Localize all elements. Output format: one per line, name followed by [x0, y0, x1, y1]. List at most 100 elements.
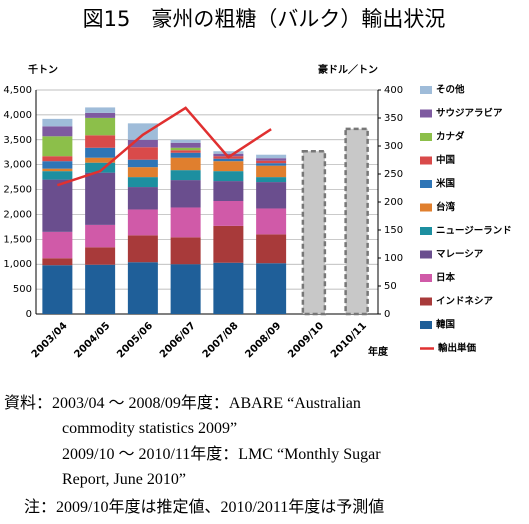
bar-segment: [256, 163, 287, 166]
bar-segment: [256, 208, 287, 235]
bar-segment: [213, 201, 244, 226]
bar-segment: [170, 150, 201, 153]
bar-segment: [85, 135, 116, 148]
bar-segment: [256, 158, 287, 161]
bar-segment: [85, 247, 116, 265]
bar-segment: [42, 156, 73, 162]
bar-segment: [42, 258, 73, 266]
bar-segment: [213, 153, 244, 157]
y-tick-label: 0: [26, 309, 32, 320]
y-tick-label: 2,500: [3, 185, 32, 196]
bar-segment: [170, 147, 201, 151]
legend-label: 日本: [436, 272, 456, 284]
bar-segment: [213, 225, 244, 263]
y-tick-label: 500: [13, 284, 32, 295]
line: [56, 106, 272, 187]
y2-tick-label: 250: [384, 169, 403, 180]
bar-segment: [170, 180, 201, 208]
bar-segment: [127, 139, 158, 148]
y-axis-label: 千トン: [28, 63, 58, 76]
y2-tick-label: 400: [384, 85, 403, 96]
y2-tick-label: 0: [384, 309, 390, 320]
legend-label: ニュージーランド: [436, 226, 512, 237]
x-tick-label: 2003/04: [30, 320, 70, 360]
bar-segment: [127, 235, 158, 263]
y-tick-label: 2,000: [3, 209, 32, 220]
legend-label: 輸出単価: [438, 342, 477, 354]
bar-segment: [127, 159, 158, 168]
x-tick-label: 2006/07: [158, 320, 198, 360]
chart-title: 図15 豪州の粗糖（バルク）輸出状況: [83, 7, 446, 31]
note: 注：2009/10年度は推定値、2010/2011年度は予測値: [24, 498, 384, 516]
y-tick-label: 4,500: [3, 85, 32, 96]
bar-segment: [42, 171, 73, 180]
bar-segment: [213, 171, 244, 182]
bar-segment: [127, 187, 158, 210]
bar-segment: [85, 117, 116, 136]
bar-segment: [42, 136, 73, 157]
forecast-bar: [301, 149, 327, 316]
y-tick-label: 1,000: [3, 259, 32, 270]
bar-segment: [213, 181, 244, 202]
y2-axis-label: 豪ドル／トン: [318, 63, 378, 76]
bar-segment: [256, 154, 287, 159]
legend-label: カナダ: [436, 131, 465, 143]
bar-segment: [85, 107, 116, 113]
legend-label: 米国: [435, 178, 455, 190]
bar-segment: [213, 161, 244, 172]
x-tick-label: 2004/05: [72, 320, 112, 360]
legend-swatch: [420, 133, 432, 141]
bar-segment: [170, 237, 201, 265]
legend-swatch: [420, 321, 432, 329]
bar-segment: [256, 160, 287, 164]
bar-segment: [42, 179, 73, 232]
bar-segment: [170, 170, 201, 181]
forecast-bar: [344, 127, 369, 316]
note: 資料：2003/04 ～ 2008/09年度：ABARE “Australian: [4, 394, 361, 412]
legend-label: 台湾: [436, 201, 456, 213]
bar-segment: [256, 182, 287, 209]
x-tick-label: 2007/08: [201, 320, 241, 360]
bar-segment: [85, 162, 116, 173]
bar-segment: [85, 264, 116, 314]
legend-label: その他: [436, 84, 465, 96]
bar-segment: [170, 142, 201, 148]
x-axis-label: 年度: [368, 345, 389, 358]
x-tick-label: 2009/10: [286, 320, 326, 360]
legend-swatch: [420, 86, 432, 94]
bar-segment: [85, 172, 116, 225]
bar-segment: [127, 167, 158, 178]
bar-segment: [170, 152, 201, 158]
bar-segment: [170, 264, 201, 314]
x-tick-label: 2008/09: [243, 320, 283, 360]
bar-segment: [85, 224, 116, 248]
bar-segment: [213, 262, 244, 314]
bar-segment: [127, 123, 158, 140]
bar-segment: [213, 151, 244, 154]
legend-swatch: [420, 227, 432, 235]
bar-segment: [42, 126, 73, 137]
bar-segment: [127, 177, 158, 188]
y-tick-label: 3,000: [3, 160, 32, 171]
y-tick-label: 1,500: [3, 234, 32, 245]
legend-swatch: [420, 156, 432, 165]
bar-segment: [42, 265, 73, 314]
bar-segment: [127, 262, 158, 314]
bar-segment: [170, 157, 201, 171]
y2-tick-label: 350: [384, 113, 403, 124]
bar-segment: [127, 147, 158, 160]
y-tick-label: 4,000: [3, 110, 32, 121]
bar-segment: [42, 118, 73, 127]
note: 2009/10 ～ 2010/11年度：LMC “Monthly Sugar: [62, 445, 381, 463]
bar-segment: [170, 139, 201, 143]
y2-tick-label: 100: [384, 253, 403, 264]
legend-label: マレーシア: [436, 249, 484, 260]
legend-label: 韓国: [436, 319, 455, 331]
legend-swatch: [420, 297, 432, 306]
y2-tick-label: 50: [384, 281, 397, 292]
bar-segment: [85, 147, 116, 158]
note: Report, June 2010”: [62, 471, 186, 488]
y-tick-label: 3,500: [3, 135, 32, 146]
note: commodity statistics 2009”: [62, 420, 237, 437]
